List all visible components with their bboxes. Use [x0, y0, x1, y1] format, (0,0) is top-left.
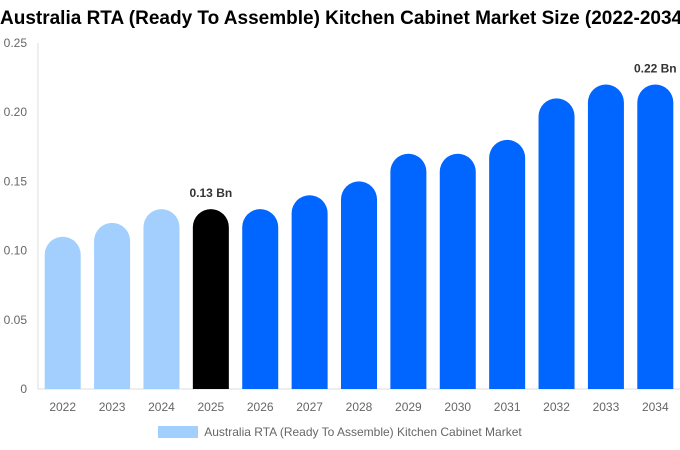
data-label: 0.13 Bn	[190, 186, 233, 200]
legend-label: Australia RTA (Ready To Assemble) Kitche…	[204, 425, 522, 439]
bar-2033[interactable]	[587, 84, 624, 390]
x-tick-label: 2028	[346, 400, 373, 414]
x-tick-label: 2023	[99, 400, 126, 414]
x-tick-label: 2031	[494, 400, 521, 414]
legend[interactable]: Australia RTA (Ready To Assemble) Kitche…	[0, 425, 680, 439]
x-tick-label: 2022	[49, 400, 76, 414]
x-tick-label: 2025	[197, 400, 224, 414]
y-tick-label: 0.25	[4, 36, 28, 50]
x-tick-label: 2027	[296, 400, 323, 414]
legend-swatch	[158, 426, 199, 438]
y-tick-label: 0.20	[4, 105, 28, 119]
bar-2024[interactable]	[143, 209, 180, 389]
chart-title: Australia RTA (Ready To Assemble) Kitche…	[0, 8, 680, 29]
bar-2026[interactable]	[242, 209, 279, 389]
x-tick-label: 2033	[593, 400, 620, 414]
bar-2023[interactable]	[94, 222, 131, 389]
bar-2025[interactable]	[192, 209, 229, 389]
y-tick-label: 0.05	[4, 313, 28, 327]
x-tick-label: 2032	[543, 400, 570, 414]
bar-2027[interactable]	[291, 195, 328, 389]
x-tick-label: 2026	[247, 400, 274, 414]
y-tick-label: 0	[20, 382, 27, 396]
y-tick-label: 0.15	[4, 174, 28, 188]
bar-2022[interactable]	[44, 236, 81, 389]
bar-2030[interactable]	[439, 153, 476, 389]
bar-2029[interactable]	[390, 153, 427, 389]
bar-2028[interactable]	[341, 181, 377, 389]
x-tick-label: 2029	[395, 400, 422, 414]
x-tick-label: 2030	[444, 400, 471, 414]
x-tick-label: 2034	[642, 400, 669, 414]
bar-2032[interactable]	[538, 98, 575, 390]
y-tick-label: 0.10	[4, 244, 28, 258]
bar-2031[interactable]	[489, 139, 526, 389]
bar-2034[interactable]	[637, 84, 674, 390]
x-tick-label: 2024	[148, 400, 175, 414]
data-label: 0.22 Bn	[634, 62, 677, 76]
